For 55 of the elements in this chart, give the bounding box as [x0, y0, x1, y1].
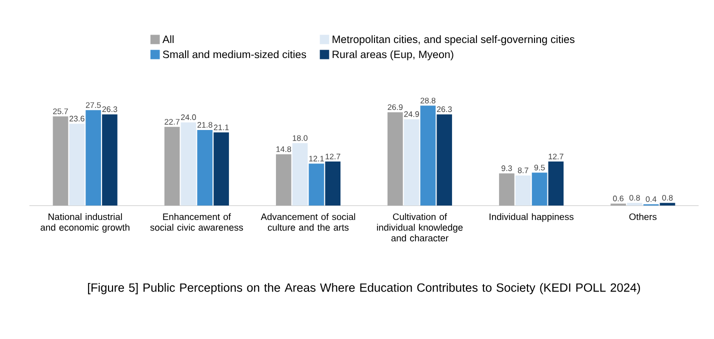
- x-tick-label: Individual happiness: [490, 213, 574, 222]
- data-label: 0.8: [629, 194, 640, 201]
- bar: [197, 130, 213, 206]
- x-tick-label: Enhancement of social civic awareness: [150, 213, 243, 231]
- x-tick-label: Cultivation of individual knowledge and character: [377, 213, 463, 242]
- data-label: 12.7: [548, 154, 564, 160]
- bar: [180, 122, 196, 206]
- data-label: 21.8: [197, 122, 212, 128]
- x-tick-label: Others: [629, 213, 657, 220]
- bar: [102, 114, 118, 206]
- bar: [86, 110, 101, 206]
- data-label: 26.3: [102, 106, 118, 112]
- data-label: 0.6: [613, 196, 624, 202]
- data-label: 24.0: [181, 114, 196, 120]
- legend-label: Metropolitan cities, and special self-governing cities: [332, 35, 574, 46]
- bar: [164, 126, 180, 206]
- data-label: 27.5: [86, 102, 101, 108]
- bar: [499, 173, 514, 206]
- legend-label: Small and medium-sized cities: [162, 50, 306, 58]
- data-label: 25.7: [53, 108, 68, 114]
- data-label: 24.9: [404, 111, 419, 117]
- bar: [325, 162, 340, 206]
- data-label: 8.7: [518, 168, 528, 174]
- data-label: 23.6: [70, 116, 84, 122]
- data-label: 18.0: [292, 135, 308, 141]
- data-label: 9.5: [534, 164, 545, 170]
- bar: [308, 164, 324, 206]
- text: [Figure 5] Public Perceptions on the Areas Where Education Contributes to Society (KEDI POLL 2024): [88, 283, 640, 294]
- bar: [388, 112, 403, 206]
- legend-label: Rural areas (Eup, Myeon): [332, 50, 454, 60]
- data-label: 21.1: [214, 124, 229, 130]
- data-label: 12.7: [326, 154, 340, 160]
- data-label: 26.9: [388, 104, 403, 110]
- data-label: 0.4: [646, 196, 656, 202]
- data-label: 14.8: [276, 146, 292, 152]
- data-label: 0.8: [662, 194, 673, 201]
- data-label: 28.8: [420, 98, 436, 104]
- bar: [292, 143, 308, 206]
- data-label: 9.3: [502, 165, 512, 172]
- data-label: 26.3: [436, 106, 452, 112]
- bar: [532, 172, 548, 206]
- bar: [420, 106, 436, 206]
- bar: [276, 154, 292, 206]
- bar: [548, 162, 564, 206]
- bar: [436, 114, 452, 206]
- bar: [52, 116, 68, 206]
- bar: [515, 175, 531, 206]
- bar: [214, 132, 229, 206]
- bar: [69, 124, 85, 206]
- x-tick-label: National industrial and economic growth: [40, 213, 130, 233]
- data-label: 12.1: [309, 156, 324, 162]
- x-tick-label: Advancement of social culture and the arts: [260, 213, 356, 231]
- legend-label: All: [162, 35, 174, 43]
- bar: [404, 119, 420, 206]
- data-label: 22.7: [164, 118, 180, 125]
